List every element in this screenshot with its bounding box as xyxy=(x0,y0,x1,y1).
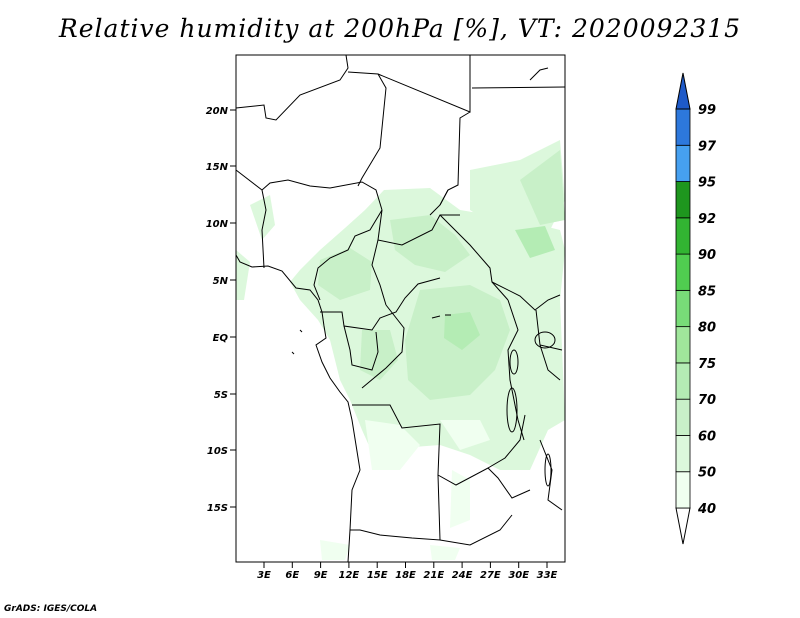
lon-tick-label: 3E xyxy=(257,570,271,581)
humidity-region xyxy=(236,250,250,300)
border xyxy=(347,71,387,187)
border xyxy=(313,209,383,301)
coast-north xyxy=(529,67,549,81)
lake xyxy=(544,453,552,487)
colorbar-upper-triangle xyxy=(675,72,691,110)
border xyxy=(487,414,526,469)
lat-tick-label: 15S xyxy=(207,503,228,514)
border xyxy=(507,299,525,441)
colorbar-label: 80 xyxy=(698,321,716,336)
colorbar-lower-triangle xyxy=(675,507,691,545)
island xyxy=(291,314,451,355)
lat-tick-label: 5S xyxy=(214,390,228,401)
colorbar: 40 50 60 70 75 80 85 90 92 95 97 99 xyxy=(675,72,717,545)
lat-tick-label: 15N xyxy=(206,162,229,173)
border xyxy=(361,304,405,389)
border xyxy=(320,277,441,331)
lon-tick-label: 6E xyxy=(285,570,299,581)
lat-tick-label: 10N xyxy=(206,219,229,230)
chart-title: Relative humidity at 200hPa [%], VT: 202… xyxy=(58,14,742,43)
colorbar-label: 60 xyxy=(698,429,716,444)
border xyxy=(350,474,441,541)
lon-tick-label: 9E xyxy=(314,570,328,581)
lat-tick-label: 20N xyxy=(206,106,229,117)
colorbar-label: 85 xyxy=(698,284,716,299)
lake xyxy=(534,331,556,349)
lake xyxy=(509,349,519,375)
border xyxy=(343,325,379,371)
humidity-region xyxy=(318,248,372,300)
colorbar-label: 90 xyxy=(698,248,716,263)
colorbar-label: 92 xyxy=(698,212,716,227)
lon-tick-label: 30E xyxy=(508,570,529,581)
lon-tick-label: 18E xyxy=(395,570,416,581)
colorbar-label: 75 xyxy=(698,357,716,372)
humidity-region xyxy=(320,540,350,560)
lat-tick-label: EQ xyxy=(213,333,229,344)
border xyxy=(539,344,561,381)
grads-credit: GrADS: IGES/COLA xyxy=(4,604,98,614)
border xyxy=(471,86,566,89)
map-borders xyxy=(235,54,566,563)
border xyxy=(377,209,460,246)
border xyxy=(261,189,267,269)
border xyxy=(235,169,383,211)
lon-tick-label: 21E xyxy=(423,570,444,581)
colorbar-segment xyxy=(675,471,691,509)
humidity-region xyxy=(250,195,275,240)
colorbar-segment xyxy=(675,398,691,436)
humidity-region xyxy=(360,330,398,380)
border xyxy=(439,214,509,301)
border xyxy=(539,439,563,511)
colorbar-label: 40 xyxy=(697,502,716,517)
lake xyxy=(506,387,518,433)
border xyxy=(377,55,471,113)
colorbar-label: 70 xyxy=(698,393,716,408)
border xyxy=(429,189,449,216)
border xyxy=(371,239,387,306)
lat-tick-label: 10S xyxy=(207,446,228,457)
border xyxy=(439,514,513,546)
lon-tick-label: 15E xyxy=(367,570,388,581)
colorbar-label: 95 xyxy=(698,176,716,191)
colorbar-segment xyxy=(675,181,691,219)
humidity-region xyxy=(365,420,420,470)
colorbar-label: 50 xyxy=(698,466,716,481)
lat-tick-label: 5N xyxy=(213,276,229,287)
humidity-region xyxy=(515,226,555,258)
map-frame xyxy=(235,54,566,563)
border xyxy=(352,404,531,499)
border xyxy=(439,111,471,206)
colorbar-label: 97 xyxy=(698,139,717,154)
colorbar-segment xyxy=(675,435,691,473)
axis-ticks: 20N 15N 10N 5N EQ 5S 10S 15S 3E 6E 9E 12E 15E 18E 21E 2… xyxy=(206,106,558,581)
border xyxy=(235,54,349,121)
humidity-region xyxy=(440,420,490,450)
colorbar-segment xyxy=(675,289,691,328)
lon-tick-label: 24E xyxy=(452,570,473,581)
colorbar-segment xyxy=(675,326,691,364)
coastline xyxy=(235,254,361,563)
humidity-region xyxy=(430,545,460,560)
colorbar-segment xyxy=(675,217,691,255)
humidity-region xyxy=(444,312,480,350)
humidity-shading xyxy=(236,140,565,560)
lon-tick-label: 12E xyxy=(339,570,360,581)
colorbar-label: 99 xyxy=(698,103,716,118)
border xyxy=(491,281,561,311)
humidity-region xyxy=(390,215,470,272)
lon-tick-label: 27E xyxy=(480,570,501,581)
colorbar-segment xyxy=(675,144,691,182)
colorbar-segment xyxy=(675,253,691,291)
lon-tick-label: 33E xyxy=(537,570,558,581)
colorbar-segment xyxy=(675,362,691,400)
humidity-region xyxy=(520,150,565,225)
colorbar-segment xyxy=(675,108,691,146)
